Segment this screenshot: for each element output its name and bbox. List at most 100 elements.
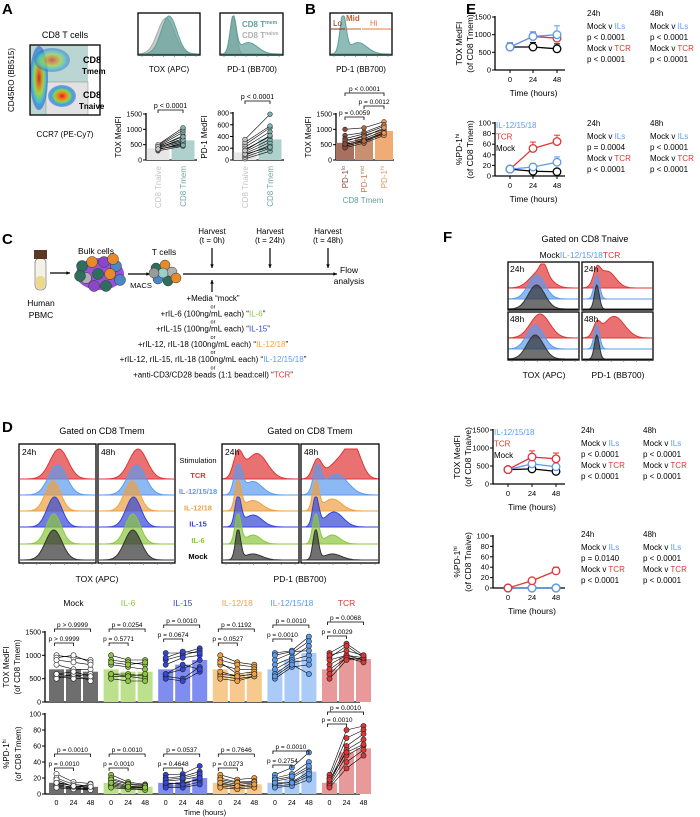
- x-tick-label: 48: [553, 181, 561, 190]
- label-part: p < 0.0001: [581, 472, 620, 481]
- label-part: TCR: [670, 461, 687, 470]
- group-header: IL-6: [121, 598, 136, 608]
- data-point: [361, 138, 367, 144]
- label-part: TCR: [608, 565, 625, 574]
- donor-line: [346, 725, 364, 731]
- hist-tox-48h-il-6: [99, 513, 174, 545]
- stats-header: 48h: [643, 530, 656, 539]
- label-part: p < 0.0001: [643, 554, 682, 563]
- category-label: CD8 Tmem: [179, 166, 188, 207]
- data-point: [196, 775, 203, 781]
- label-part: ILs: [678, 132, 689, 141]
- label-part: TCR: [614, 154, 631, 163]
- donor-line: [244, 150, 271, 160]
- stats-line: p < 0.0001: [643, 576, 682, 585]
- data-point: [552, 167, 562, 177]
- stats-header: 24h: [587, 119, 600, 128]
- y-tick-label: 0: [487, 66, 491, 75]
- hist-tox-48h-il-15: [99, 496, 174, 528]
- data-point: [343, 749, 350, 756]
- t-cell: [170, 272, 182, 284]
- stats-line: p < 0.0001: [650, 165, 689, 174]
- x-tick-label: 24: [179, 800, 187, 807]
- data-point: [360, 731, 367, 737]
- data-point: [271, 784, 278, 791]
- bar: [284, 660, 300, 702]
- p-value: p = 0.4648: [158, 761, 189, 768]
- x-tick-label: 48: [552, 593, 560, 602]
- group-header: IL-12/18: [222, 598, 253, 608]
- stats-line: Mock v TCR: [581, 461, 625, 470]
- donor-line: [73, 673, 91, 682]
- f-tox-48h-tcr: [508, 313, 578, 339]
- x-tick-label: 24: [288, 800, 296, 807]
- donor-line: [165, 669, 183, 675]
- bar: [339, 657, 354, 702]
- label-part: IL-12/15/18: [560, 250, 603, 260]
- donor-line: [220, 671, 238, 677]
- arrow-macs-head: [146, 272, 150, 276]
- label-part: p < 0.0001: [587, 33, 626, 42]
- significance-bracket: [54, 628, 91, 632]
- significance-bracket: [108, 642, 129, 646]
- label-part: +rIL-12, rIL-15, rIL-18 (100ng/mL each) …: [120, 355, 264, 364]
- p-value: p < 0.0001: [154, 103, 187, 110]
- data-point: [53, 671, 60, 677]
- category-label: CD8 Tnaive: [154, 165, 163, 208]
- donor-line: [363, 133, 385, 142]
- donor-line: [165, 657, 183, 665]
- gate-hi-label: Hi: [370, 19, 378, 28]
- hist-frame-tox-48h: [97, 443, 176, 564]
- condition-4: +rIL-12, rIL-15, rIL-18 (100ng/mL each) …: [120, 355, 307, 364]
- x-tick-label: 0: [273, 800, 277, 807]
- donor-line: [344, 127, 365, 130]
- y-axis-label: TOX MedFI: [304, 116, 313, 157]
- f-tox-24h-il-12-15-18: [508, 274, 578, 300]
- data-point: [217, 668, 224, 675]
- significance-bracket: [163, 753, 201, 757]
- significance-bracket: [244, 100, 271, 104]
- donor-line: [73, 655, 91, 663]
- data-point: [53, 657, 60, 663]
- hist-frame-f-pd1-48h: [581, 311, 654, 361]
- label-part: PD-1: [360, 174, 369, 193]
- label-part: Mock v: [643, 543, 671, 552]
- f-pd1-24h-mock: [583, 284, 652, 310]
- significance-bracket: [327, 621, 364, 625]
- or-label: or: [211, 304, 216, 310]
- or-label: or: [211, 320, 216, 326]
- data-point: [108, 671, 114, 677]
- data-point: [528, 42, 538, 52]
- data-point: [162, 779, 169, 786]
- tube-cap: [34, 250, 47, 259]
- label-part: Mock v: [650, 132, 678, 141]
- donor-line: [220, 659, 238, 665]
- y-tick-label: 1000: [474, 30, 491, 39]
- donor-line: [220, 664, 238, 670]
- donor-line: [244, 131, 271, 148]
- label-part: Mock v: [643, 565, 670, 574]
- stats-line: Mock v ILs: [581, 543, 619, 552]
- f-tox-24h-tcr: [508, 263, 578, 289]
- hist-tox-tmem: [139, 15, 199, 55]
- donor-line: [291, 636, 310, 651]
- label-part: TCR: [677, 44, 694, 53]
- label-part: Tnaive: [79, 102, 105, 111]
- gate-tnaive-label: CD8: [83, 90, 101, 100]
- donor-line: [73, 671, 91, 677]
- hist-frame-pd1-48h: [300, 443, 380, 564]
- data-point: [528, 162, 538, 172]
- label-part: p < 0.0001: [650, 33, 689, 42]
- data-point: [142, 678, 148, 684]
- y-axis-label-2: (of CD8 Tnaive): [463, 427, 473, 487]
- time-label: 48h: [304, 447, 318, 457]
- donor-line: [346, 755, 364, 769]
- y-axis-label-2: (of CD8 Tnaive): [463, 532, 473, 592]
- donor-line: [291, 761, 310, 775]
- donor-line: [111, 780, 129, 787]
- data-point: [505, 164, 515, 174]
- flow-plot-title: CD8 T cells: [42, 30, 89, 40]
- p-value: p = 0.5771: [103, 636, 134, 643]
- gate-title-tnaive: Gated on CD8 Tnaive: [542, 234, 629, 244]
- stats-line: Mock v ILs: [650, 132, 688, 141]
